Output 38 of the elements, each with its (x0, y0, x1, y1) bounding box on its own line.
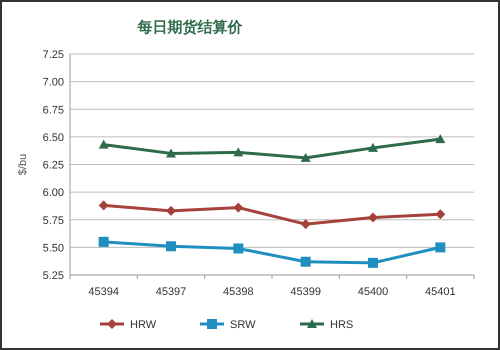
x-tick-label: 45394 (88, 286, 119, 298)
point (368, 142, 378, 152)
point (166, 241, 176, 252)
point (435, 242, 446, 252)
point (98, 236, 109, 247)
x-tick-label: 45398 (223, 286, 254, 298)
y-tick-label: 5.75 (42, 214, 64, 227)
point (300, 256, 311, 267)
y-tick-label: 7.00 (42, 76, 64, 89)
legend-label: HRW (130, 319, 157, 331)
point (368, 212, 378, 223)
point (300, 219, 311, 230)
y-tick-label: 6.75 (42, 104, 64, 116)
point (98, 200, 109, 210)
x-tick-label: 45400 (358, 286, 388, 298)
point (166, 206, 176, 216)
y-tick-label: 6.50 (42, 132, 64, 144)
legend-label: HRS (330, 319, 354, 331)
x-tick-label: 45401 (425, 286, 456, 298)
point (368, 258, 378, 268)
y-tick-label: 7.25 (42, 49, 64, 61)
y-tick-label: 5.25 (42, 270, 64, 282)
y-tick-label: 5.50 (42, 242, 64, 254)
legend-label: SRW (230, 319, 256, 331)
point (98, 140, 109, 149)
chart-title: 每日期货结算价 (136, 19, 244, 36)
x-tick-label: 45397 (156, 286, 186, 298)
point (233, 202, 244, 213)
y-axis-title: $/bu (17, 154, 29, 176)
point (435, 134, 446, 144)
point (300, 152, 311, 162)
x-tick-label: 45399 (290, 286, 321, 298)
point (233, 243, 244, 254)
point (435, 209, 446, 220)
y-tick-label: 6.25 (42, 160, 64, 172)
y-tick-label: 6.00 (42, 187, 64, 200)
point (233, 147, 244, 156)
point (166, 148, 176, 158)
